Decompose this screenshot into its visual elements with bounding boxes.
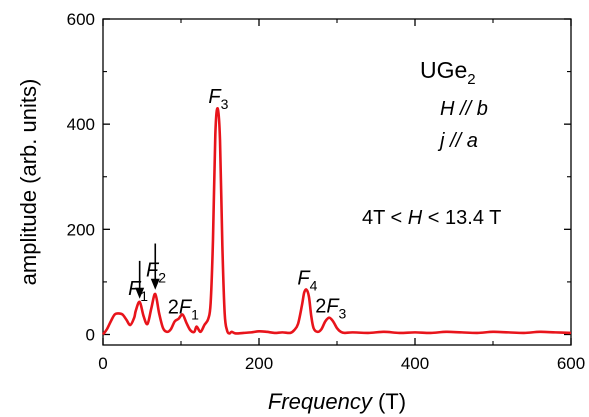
y-tick-label: 600 bbox=[67, 10, 95, 29]
y-tick-label: 0 bbox=[86, 325, 95, 344]
field-direction-label: H // b bbox=[440, 98, 488, 120]
arrows bbox=[135, 243, 160, 299]
y-ticks: 0 200 400 600 bbox=[67, 10, 571, 344]
x-tick-label: 200 bbox=[245, 354, 273, 373]
x-axis-title: Frequency (T) bbox=[268, 389, 406, 414]
y-tick-label: 400 bbox=[67, 115, 95, 134]
arrow-head bbox=[150, 278, 160, 290]
y-axis-title: amplitude (arb. units) bbox=[16, 79, 41, 286]
x-ticks: 0 200 400 600 bbox=[98, 19, 585, 373]
peak-label: 2F3 bbox=[315, 295, 346, 321]
x-tick-label: 400 bbox=[401, 354, 429, 373]
x-tick-label: 0 bbox=[98, 354, 107, 373]
compound-label: UGe2 bbox=[420, 57, 476, 88]
peak-label: F2 bbox=[146, 260, 166, 286]
peak-label: 2F1 bbox=[168, 296, 199, 322]
arrow-head bbox=[135, 287, 145, 299]
current-direction-label: j // a bbox=[437, 130, 478, 152]
x-tick-label: 600 bbox=[557, 354, 585, 373]
spectrum-line bbox=[101, 107, 572, 336]
y-tick-label: 200 bbox=[67, 220, 95, 239]
field-range-label: 4T < H < 13.4 T bbox=[362, 207, 501, 229]
peak-label: F4 bbox=[297, 268, 317, 294]
peak-label: F3 bbox=[208, 86, 228, 112]
